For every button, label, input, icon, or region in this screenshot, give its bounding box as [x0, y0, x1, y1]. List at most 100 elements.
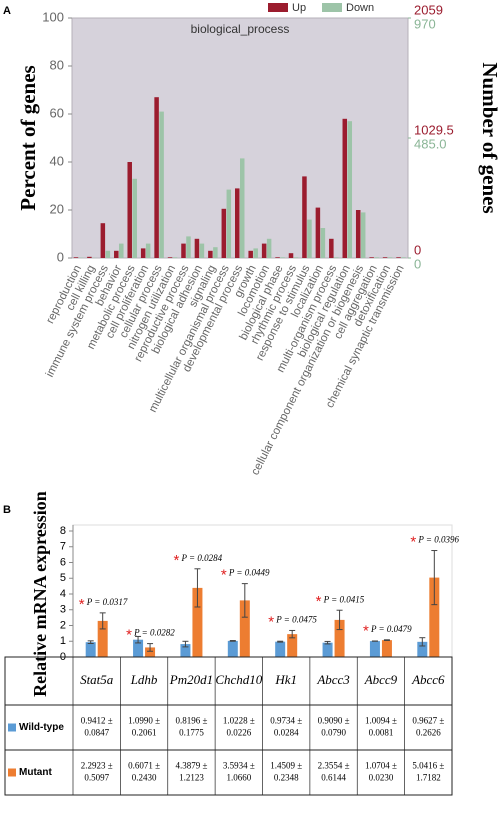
y2-tick-label: 1029.5 — [414, 122, 454, 137]
p-value: P = 0.0317 — [86, 597, 128, 607]
y-tick-label: 8 — [60, 525, 66, 537]
bar — [401, 257, 406, 258]
y-axis-label: Percent of genes — [16, 65, 40, 210]
bar — [208, 250, 213, 258]
table-value: 2.3554 ±0.6144 — [318, 761, 350, 783]
bar — [73, 257, 79, 258]
x-tick-label: Stat5a — [80, 672, 114, 687]
table-value: 3.5934 ±1.0660 — [223, 761, 255, 783]
y-tick-label: 40 — [50, 153, 64, 168]
bar — [302, 176, 307, 258]
y2-tick-label: 485.0 — [414, 136, 447, 151]
bar — [100, 223, 106, 258]
table-value: 1.4509 ±0.2348 — [270, 761, 302, 783]
y2-tick-label: 970 — [414, 16, 436, 31]
bar — [329, 238, 334, 258]
bar — [145, 243, 151, 258]
chart-title: biological_process — [191, 22, 290, 36]
bar — [253, 248, 258, 258]
table-value: 0.9090 ±0.0790 — [318, 716, 350, 738]
bar — [307, 219, 312, 258]
table-value: 0.8196 ±0.1775 — [175, 716, 207, 738]
significance-marker: * — [126, 627, 132, 644]
legend-label: Up — [292, 2, 306, 14]
bar — [248, 250, 253, 258]
bar — [221, 208, 227, 258]
y-tick-label: 1 — [60, 635, 66, 647]
bar — [315, 207, 321, 258]
bar — [275, 641, 286, 657]
bar — [133, 639, 144, 657]
x-tick-label: Abcc9 — [364, 672, 398, 687]
y-tick-label: 3 — [60, 604, 66, 616]
bar — [287, 634, 298, 657]
legend-label: Mutant — [19, 767, 52, 778]
bar — [97, 620, 108, 657]
bar — [172, 257, 178, 258]
bar — [154, 97, 159, 258]
bar — [192, 587, 203, 657]
bar — [186, 236, 191, 258]
y-tick-label: 80 — [50, 57, 64, 72]
table-value: 1.0228 ±0.0226 — [223, 716, 255, 738]
table-value: 4.3879 ±1.2123 — [175, 761, 207, 783]
significance-marker: * — [173, 552, 179, 569]
bar — [145, 647, 156, 657]
significance-marker: * — [221, 567, 227, 584]
bar — [334, 257, 339, 258]
bar — [105, 250, 111, 258]
y2-tick-label: 2059 — [414, 2, 443, 17]
bar — [374, 257, 379, 258]
y-tick-label: 20 — [50, 201, 64, 216]
p-value: P = 0.0415 — [323, 594, 365, 604]
y-tick-label: 0 — [57, 249, 64, 264]
bar — [369, 257, 374, 258]
bar — [417, 641, 428, 657]
bar — [293, 257, 299, 258]
y-tick-label: 60 — [50, 105, 64, 120]
p-value: P = 0.0479 — [370, 624, 412, 634]
p-value: P = 0.0475 — [275, 615, 317, 625]
panel-label: A — [3, 5, 11, 17]
bar — [381, 640, 392, 657]
bar — [194, 238, 200, 258]
table-value: 5.0416 ±1.7182 — [412, 761, 444, 783]
legend-swatch — [322, 3, 342, 12]
bar — [199, 243, 205, 258]
bar — [180, 644, 191, 657]
bar — [382, 257, 388, 258]
p-value: P = 0.0449 — [228, 568, 270, 578]
bar — [266, 238, 272, 258]
x-tick-label: Abcc6 — [411, 672, 445, 687]
bar — [240, 158, 245, 258]
bar — [387, 257, 393, 258]
significance-marker: * — [410, 534, 416, 551]
bar — [226, 189, 232, 258]
p-value: P = 0.0282 — [133, 628, 175, 638]
bar — [320, 228, 326, 258]
bar — [119, 243, 124, 258]
y-tick-label: 6 — [60, 556, 66, 568]
y-tick-label: 2 — [60, 619, 66, 631]
significance-marker: * — [316, 593, 322, 610]
y2-tick-label: 0 — [414, 242, 421, 257]
panel-label: B — [3, 504, 11, 516]
bar — [127, 162, 132, 258]
bar — [213, 247, 218, 258]
table-value: 1.0990 ±0.2061 — [128, 716, 160, 738]
legend-swatch — [8, 768, 16, 777]
bar — [85, 642, 96, 657]
bar — [429, 577, 440, 657]
bar — [347, 121, 353, 258]
significance-marker: * — [363, 623, 369, 640]
legend-swatch — [8, 723, 16, 732]
bar — [227, 640, 238, 657]
y-tick-label: 7 — [60, 541, 66, 553]
y2-tick-label: 0 — [414, 256, 421, 271]
p-value: P = 0.0396 — [417, 535, 459, 545]
bar — [288, 253, 294, 258]
table-value: 0.6071 ±0.2430 — [128, 761, 160, 783]
y-tick-label: 5 — [60, 572, 66, 584]
